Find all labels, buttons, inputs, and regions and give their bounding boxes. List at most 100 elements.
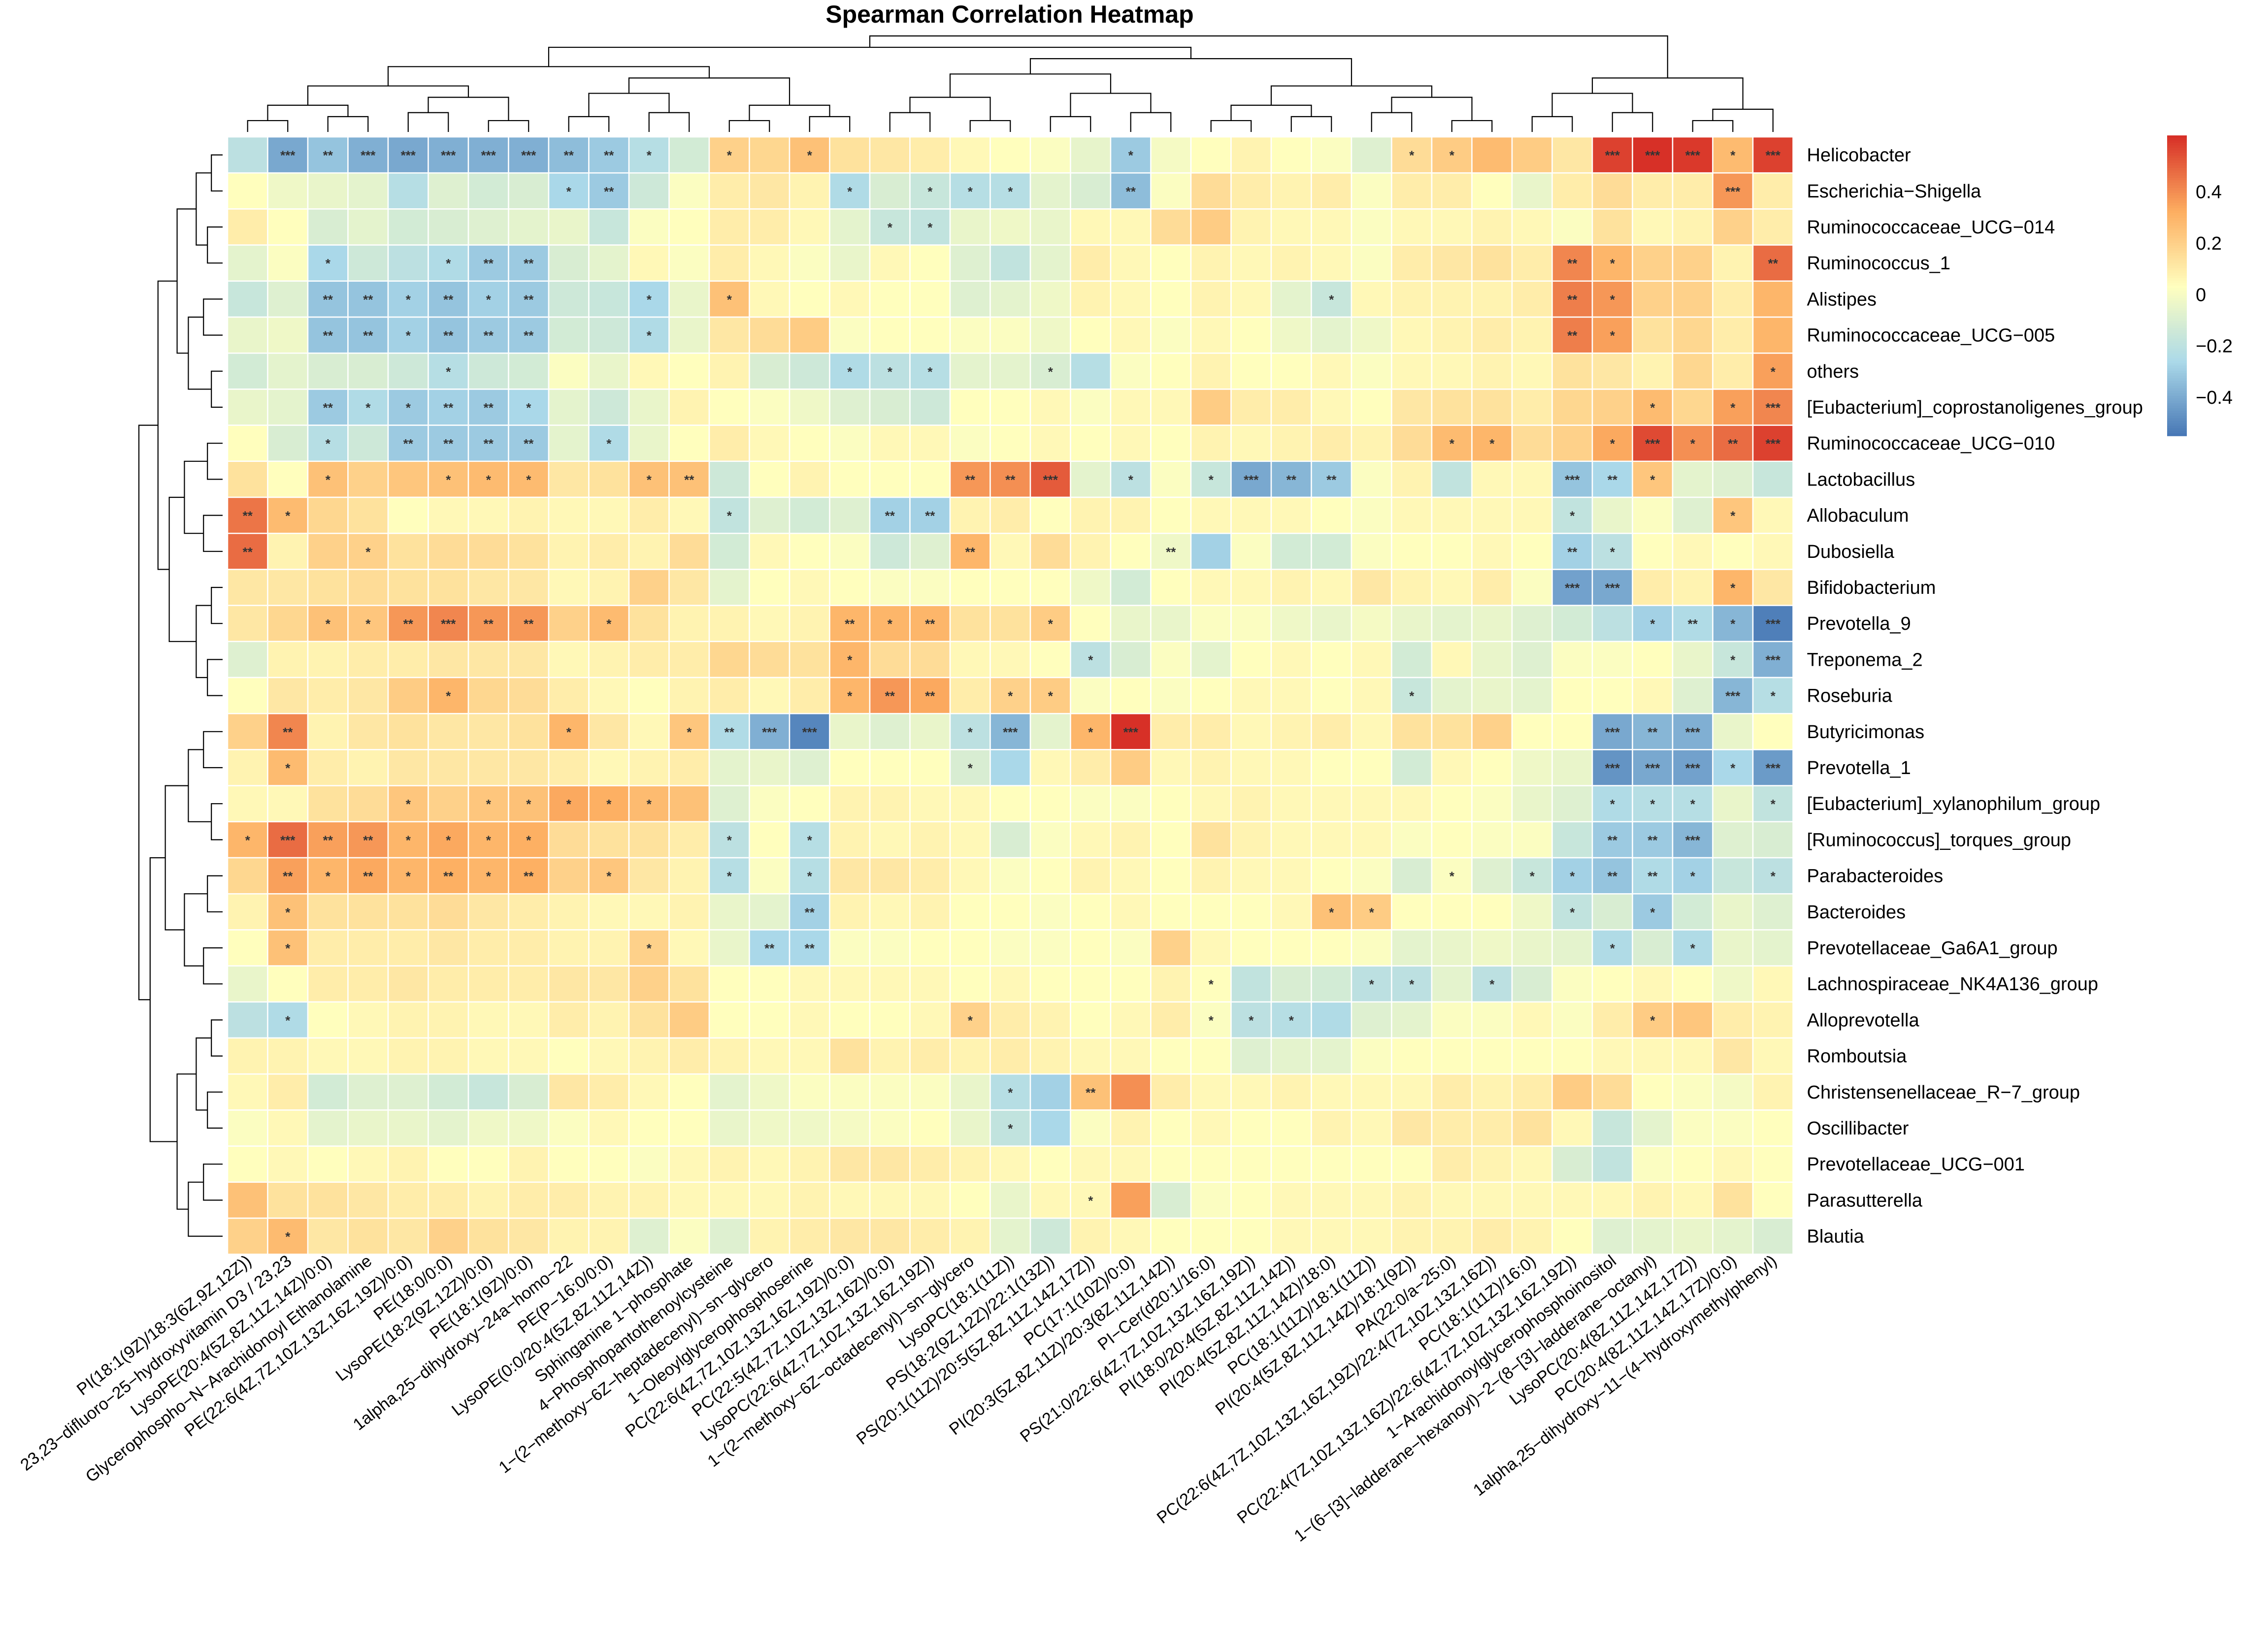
heatmap-cell (869, 1001, 911, 1039)
heatmap-cell (1110, 821, 1152, 859)
row-label: Ruminococcaceae_UCG−005 (1807, 325, 2055, 346)
heatmap-cell (347, 172, 389, 210)
row-label: Romboutsia (1807, 1046, 1908, 1067)
dendrogram-branch (488, 120, 529, 132)
significance-mark: *** (1685, 148, 1701, 163)
heatmap-cell (1150, 1037, 1192, 1075)
heatmap-cell (789, 1217, 830, 1255)
heatmap-cell (909, 316, 951, 354)
heatmap-cell (1551, 749, 1593, 786)
heatmap-cell (588, 893, 630, 931)
heatmap-cell (949, 1037, 991, 1075)
significance-mark: ** (1648, 725, 1658, 740)
heatmap-cell (1672, 532, 1714, 570)
significance-mark: *** (762, 725, 777, 740)
heatmap-cell (1110, 1037, 1152, 1075)
significance-mark: * (285, 509, 291, 523)
heatmap-cell (1230, 713, 1272, 750)
heatmap-cell (1190, 569, 1232, 606)
significance-mark: * (406, 869, 411, 884)
row-label: Roseburia (1807, 686, 1893, 707)
heatmap-cell (708, 785, 750, 823)
heatmap-cell (347, 929, 389, 967)
legend-gradient-segment (2167, 293, 2187, 296)
heatmap-cell (1511, 569, 1553, 606)
heatmap-cell (1070, 424, 1112, 462)
heatmap-cell (708, 208, 750, 246)
heatmap-cell (548, 352, 590, 390)
heatmap-cell (909, 352, 951, 390)
legend-gradient-segment (2167, 173, 2187, 176)
heatmap-cell (749, 172, 791, 210)
significance-marks: *** ** *** *** *** *** *** ** ** * * * * * * *** *** *** *… (243, 148, 1781, 1244)
heatmap-cell (989, 1001, 1031, 1039)
dendrogram-branch (203, 731, 223, 769)
heatmap-cell (1029, 208, 1071, 246)
heatmap-cell (1551, 569, 1593, 606)
heatmap-cell (1632, 1073, 1674, 1111)
heatmap-cell (387, 352, 429, 390)
heatmap-cell (1391, 857, 1433, 895)
heatmap-cell (708, 677, 750, 714)
heatmap-cell (1511, 785, 1553, 823)
legend-gradient-segment (2167, 395, 2187, 399)
heatmap-cell (789, 893, 830, 931)
heatmap-cell (1110, 280, 1152, 318)
heatmap-cell (1672, 677, 1714, 714)
heatmap-cell (789, 532, 830, 570)
legend-gradient-segment (2167, 295, 2187, 299)
heatmap-cell (1591, 821, 1633, 859)
heatmap-cell (1110, 352, 1152, 390)
heatmap-cell (347, 1145, 389, 1183)
heatmap-cell (869, 460, 911, 498)
legend-gradient-segment (2167, 193, 2187, 196)
heatmap-cell (347, 641, 389, 679)
legend-gradient-segment (2167, 298, 2187, 301)
heatmap-cell (1712, 1217, 1754, 1255)
heatmap-cell (1270, 389, 1312, 426)
heatmap-cell (1150, 821, 1192, 859)
heatmap-cell (1672, 749, 1714, 786)
heatmap-cell (1070, 244, 1112, 282)
heatmap-cell (668, 316, 710, 354)
heatmap-cell (387, 208, 429, 246)
heatmap-cell (548, 208, 590, 246)
significance-mark: * (1128, 148, 1134, 163)
heatmap-cell (267, 1037, 309, 1075)
significance-mark: * (365, 400, 371, 415)
significance-mark: ** (684, 472, 694, 487)
significance-mark: *** (1685, 761, 1701, 776)
heatmap-cell (1029, 893, 1071, 931)
heatmap-cell (307, 713, 349, 750)
heatmap-cell (1190, 1037, 1232, 1075)
heatmap-cell (1070, 1109, 1112, 1147)
heatmap-cell (909, 1001, 951, 1039)
heatmap-cell (508, 244, 550, 282)
dendrogram-branch (176, 1073, 197, 1210)
heatmap-cell (949, 821, 991, 859)
heatmap-cell (749, 677, 791, 714)
heatmap-cell (1029, 785, 1071, 823)
heatmap-cell (1712, 1001, 1754, 1039)
heatmap-cell (428, 1073, 469, 1111)
heatmap-cell (227, 244, 268, 282)
heatmap-cell (227, 316, 268, 354)
heatmap-cell (789, 641, 830, 679)
significance-mark: * (1690, 436, 1696, 451)
heatmap-cell (307, 1109, 349, 1147)
heatmap-cell (508, 1073, 550, 1111)
heatmap-cell (829, 569, 871, 606)
heatmap-cell (588, 1037, 630, 1075)
heatmap-cell (1551, 965, 1593, 1003)
heatmap-cell (989, 352, 1031, 390)
heatmap-cell (1311, 605, 1352, 643)
heatmap-cell (548, 316, 590, 354)
heatmap-cell (1230, 965, 1272, 1003)
heatmap-cell (708, 280, 750, 318)
legend-gradient-segment (2167, 223, 2187, 226)
heatmap-cell (1270, 605, 1312, 643)
heatmap-cell (949, 965, 991, 1003)
significance-mark: *** (1565, 581, 1580, 595)
heatmap-cell (668, 208, 710, 246)
heatmap-cell (749, 1073, 791, 1111)
